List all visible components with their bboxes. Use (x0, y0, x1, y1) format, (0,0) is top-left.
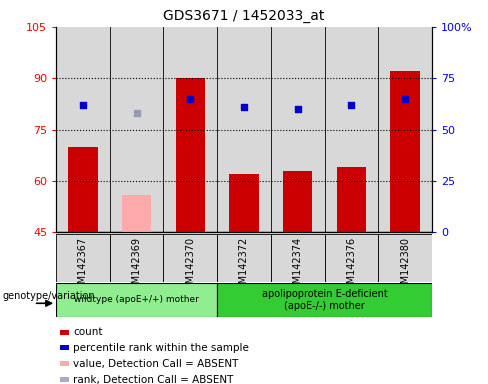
Bar (217, 234, 271, 282)
Text: count: count (73, 327, 102, 337)
Bar (271, 27, 325, 232)
Bar (176, 78, 205, 232)
Bar (56, 234, 110, 282)
Text: GSM142376: GSM142376 (346, 237, 356, 296)
Text: value, Detection Call = ABSENT: value, Detection Call = ABSENT (73, 359, 239, 369)
Bar (229, 174, 259, 232)
Bar (60, 361, 69, 366)
Bar (60, 377, 69, 382)
Point (294, 106, 302, 112)
Text: apolipoprotein E-deficient
(apoE-/-) mother: apolipoprotein E-deficient (apoE-/-) mot… (262, 289, 387, 311)
Bar (110, 234, 163, 282)
Bar (68, 147, 98, 232)
Point (133, 110, 141, 116)
Bar (60, 345, 69, 351)
Bar (217, 27, 271, 232)
Text: GSM142367: GSM142367 (78, 237, 88, 296)
Text: genotype/variation: genotype/variation (2, 291, 95, 301)
Bar (56, 27, 110, 232)
Text: GSM142370: GSM142370 (185, 237, 195, 296)
Point (186, 96, 194, 102)
Bar (60, 329, 69, 334)
Bar (163, 27, 217, 232)
Bar (283, 170, 312, 232)
Bar (378, 234, 432, 282)
Point (401, 96, 409, 102)
Bar (271, 234, 325, 282)
Text: GSM142369: GSM142369 (132, 237, 142, 296)
Bar (378, 27, 432, 232)
Bar (163, 234, 217, 282)
Point (240, 104, 248, 110)
Text: wildtype (apoE+/+) mother: wildtype (apoE+/+) mother (74, 295, 199, 305)
Point (347, 102, 355, 108)
Title: GDS3671 / 1452033_at: GDS3671 / 1452033_at (163, 9, 325, 23)
Text: GSM142372: GSM142372 (239, 237, 249, 296)
Bar (110, 27, 163, 232)
Bar (337, 167, 366, 232)
Text: percentile rank within the sample: percentile rank within the sample (73, 343, 249, 353)
Bar (325, 234, 378, 282)
Bar (122, 195, 151, 232)
Text: rank, Detection Call = ABSENT: rank, Detection Call = ABSENT (73, 374, 233, 384)
Bar (217, 283, 432, 317)
Bar (390, 71, 420, 232)
Text: GSM142374: GSM142374 (293, 237, 303, 296)
Bar (56, 283, 217, 317)
Text: GSM142380: GSM142380 (400, 237, 410, 296)
Point (79, 102, 87, 108)
Bar (325, 27, 378, 232)
